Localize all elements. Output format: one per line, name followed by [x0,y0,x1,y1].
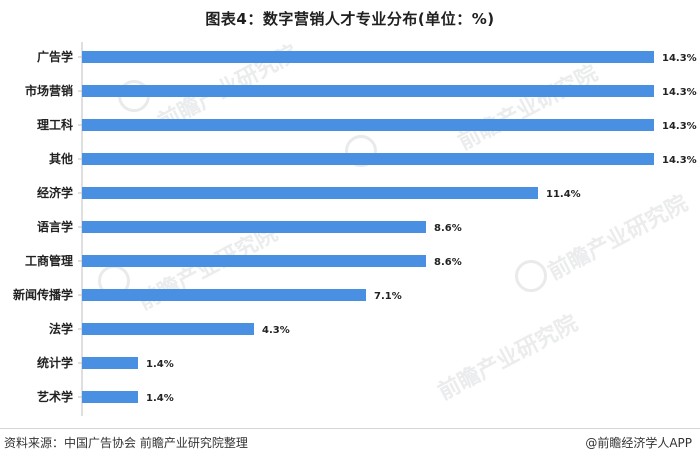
category-label: 语言学 [37,219,73,234]
category-label: 广告学 [37,49,73,64]
data-label: 11.4% [546,189,581,200]
data-label: 7.1% [374,291,402,302]
category-label: 新闻传播学 [13,287,73,302]
source-note: 资料来源：中国广告协会 前瞻产业研究院整理 [4,436,248,450]
bar [82,391,138,403]
category-label: 艺术学 [37,389,73,404]
bar [82,221,426,233]
category-label: 工商管理 [25,253,73,268]
data-label: 14.3% [662,87,697,98]
category-label: 市场营销 [25,83,73,98]
data-label: 8.6% [434,257,462,268]
bar [82,187,538,199]
category-label: 理工科 [37,117,73,132]
category-label: 法学 [49,321,73,336]
chart-title: 图表4：数字营销人才专业分布(单位：%) [205,10,495,28]
data-label: 4.3% [262,325,290,336]
bar [82,289,366,301]
category-label: 经济学 [37,185,73,200]
bar [82,51,654,63]
brand-credit: @前瞻经济学人APP [585,436,692,450]
bar [82,85,654,97]
data-label: 1.4% [146,359,174,370]
bar [82,255,426,267]
data-label: 8.6% [434,223,462,234]
bar [82,357,138,369]
data-label: 14.3% [662,155,697,166]
category-label: 其他 [49,151,73,166]
bar [82,323,254,335]
data-label: 14.3% [662,53,697,64]
bar [82,153,654,165]
data-label: 14.3% [662,121,697,132]
bar [82,119,654,131]
category-label: 统计学 [37,355,73,370]
footer-divider [0,428,700,429]
data-label: 1.4% [146,393,174,404]
